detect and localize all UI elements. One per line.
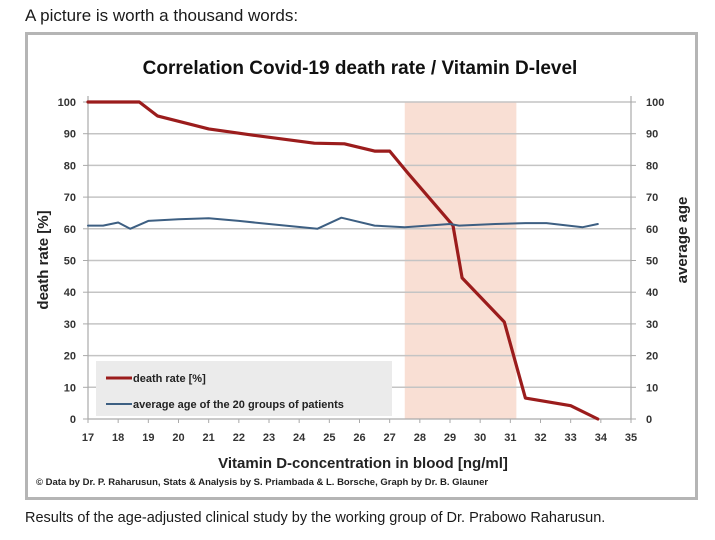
x-tick-label: 28 (414, 432, 426, 444)
x-tick-label: 31 (504, 432, 516, 444)
headline: A picture is worth a thousand words: (25, 6, 299, 25)
y-tick-label: 50 (64, 256, 76, 268)
y-tick-label: 30 (64, 319, 76, 331)
caption: Results of the age-adjusted clinical stu… (25, 510, 606, 526)
y-tick-label: 70 (64, 192, 76, 204)
x-tick-label: 20 (172, 432, 184, 444)
y2-tick-label: 40 (646, 287, 658, 299)
x-axis-title: Vitamin D-concentration in blood [ng/ml] (218, 455, 508, 472)
y-axis-title: death rate [%] (35, 210, 52, 309)
y2-tick-label: 20 (646, 351, 658, 363)
legend-label-average-age: average age of the 20 groups of patients (133, 399, 344, 411)
y-tick-label: 80 (64, 160, 76, 172)
x-tick-label: 32 (534, 432, 546, 444)
average-age-line (87, 216, 599, 230)
x-tick-label: 19 (142, 432, 154, 444)
y-tick-label: 90 (64, 129, 76, 141)
y2-tick-label: 30 (646, 319, 658, 331)
x-tick-label: 17 (82, 432, 94, 444)
x-tick-label: 33 (565, 432, 577, 444)
y2-tick-label: 60 (646, 224, 658, 236)
y2-tick-label: 90 (646, 129, 658, 141)
y-tick-label: 100 (58, 97, 76, 109)
credits-line: © Data by Dr. P. Raharusun, Stats & Anal… (36, 477, 489, 488)
y-tick-label: 60 (64, 224, 76, 236)
x-tick-label: 27 (384, 432, 396, 444)
y-tick-label: 0 (70, 414, 76, 426)
chart-frame (25, 32, 698, 500)
x-tick-label: 24 (293, 432, 306, 444)
x-tick-label: 35 (625, 432, 637, 444)
x-tick-label: 18 (112, 432, 124, 444)
y2-axis-title: average age (674, 197, 691, 284)
legend-box (96, 361, 392, 416)
x-tick-label: 25 (323, 432, 335, 444)
y-tick-label: 10 (64, 382, 76, 394)
y-tick-label: 20 (64, 351, 76, 363)
y2-tick-label: 10 (646, 382, 658, 394)
x-tick-label: 29 (444, 432, 456, 444)
y2-tick-label: 0 (646, 414, 652, 426)
y2-tick-label: 70 (646, 192, 658, 204)
y2-tick-label: 80 (646, 160, 658, 172)
x-tick-label: 30 (474, 432, 486, 444)
y-tick-label: 40 (64, 287, 76, 299)
legend-label-death-rate: death rate [%] (133, 373, 206, 385)
death-rate-line (86, 100, 600, 421)
x-tick-label: 21 (203, 432, 215, 444)
chart-title: Correlation Covid-19 death rate / Vitami… (143, 58, 578, 79)
x-tick-label: 22 (233, 432, 245, 444)
y2-tick-label: 100 (646, 97, 664, 109)
x-tick-label: 26 (353, 432, 365, 444)
y2-tick-label: 50 (646, 256, 658, 268)
x-tick-label: 34 (595, 432, 608, 444)
x-tick-label: 23 (263, 432, 275, 444)
